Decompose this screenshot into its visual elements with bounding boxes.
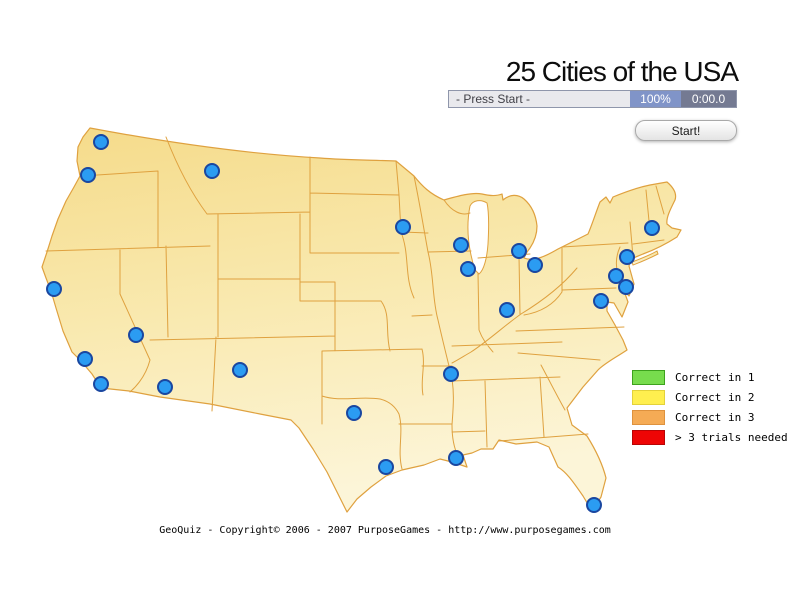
city-marker[interactable] <box>593 293 609 309</box>
legend-label: > 3 trials needed <box>675 431 788 444</box>
city-marker[interactable] <box>448 450 464 466</box>
city-marker[interactable] <box>46 281 62 297</box>
city-marker[interactable] <box>346 405 362 421</box>
legend-swatch <box>632 370 665 385</box>
city-marker[interactable] <box>204 163 220 179</box>
city-marker[interactable] <box>511 243 527 259</box>
legend-swatch <box>632 410 665 425</box>
city-marker[interactable] <box>93 376 109 392</box>
state-borders <box>45 136 665 470</box>
legend-label: Correct in 2 <box>675 391 755 404</box>
timer-display: 0:00.0 <box>681 91 736 107</box>
city-marker[interactable] <box>618 279 634 295</box>
city-marker[interactable] <box>453 237 469 253</box>
page-title: 25 Cities of the USA <box>505 56 739 87</box>
legend-swatch <box>632 430 665 445</box>
city-marker[interactable] <box>395 219 411 235</box>
city-marker[interactable] <box>443 366 459 382</box>
city-marker[interactable] <box>644 220 660 236</box>
status-bar: - Press Start - 100% 0:00.0 <box>448 90 737 108</box>
city-marker[interactable] <box>157 379 173 395</box>
long-island <box>631 250 659 266</box>
progress-percent: 100% <box>630 91 681 107</box>
city-marker[interactable] <box>93 134 109 150</box>
city-marker[interactable] <box>499 302 515 318</box>
usa-outline <box>41 127 682 513</box>
city-marker[interactable] <box>232 362 248 378</box>
legend: Correct in 1 Correct in 2 Correct in 3 >… <box>632 370 788 450</box>
legend-row: Correct in 3 <box>632 410 788 425</box>
status-message: - Press Start - <box>449 91 630 107</box>
legend-row: > 3 trials needed <box>632 430 788 445</box>
legend-row: Correct in 1 <box>632 370 788 385</box>
city-marker[interactable] <box>378 459 394 475</box>
legend-label: Correct in 1 <box>675 371 755 384</box>
city-marker[interactable] <box>608 268 624 284</box>
legend-swatch <box>632 390 665 405</box>
start-button[interactable]: Start! <box>635 120 737 141</box>
city-marker[interactable] <box>80 167 96 183</box>
copyright-text: GeoQuiz - Copyright© 2006 - 2007 Purpose… <box>159 525 611 536</box>
lake-michigan <box>467 200 490 275</box>
legend-label: Correct in 3 <box>675 411 755 424</box>
city-marker[interactable] <box>460 261 476 277</box>
city-marker[interactable] <box>586 497 602 513</box>
city-marker[interactable] <box>77 351 93 367</box>
city-marker[interactable] <box>619 249 635 265</box>
city-marker[interactable] <box>527 257 543 273</box>
legend-row: Correct in 2 <box>632 390 788 405</box>
city-marker[interactable] <box>128 327 144 343</box>
